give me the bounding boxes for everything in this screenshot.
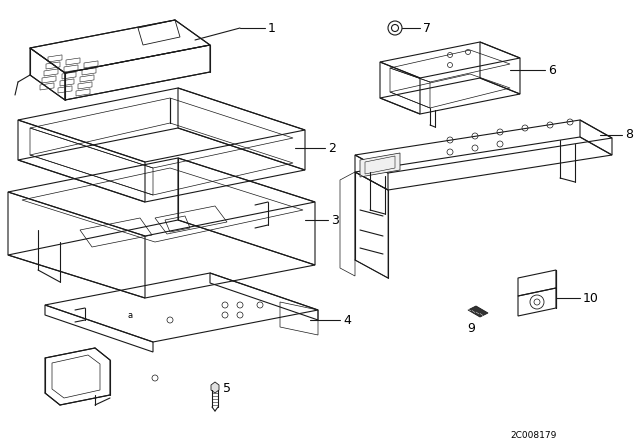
- Text: 2C008179: 2C008179: [510, 431, 556, 440]
- Polygon shape: [468, 306, 488, 317]
- Text: 2: 2: [328, 142, 336, 155]
- Text: 3: 3: [331, 214, 339, 227]
- Text: 10: 10: [583, 292, 599, 305]
- Text: 5: 5: [223, 382, 231, 395]
- Text: 7: 7: [423, 22, 431, 34]
- Text: 1: 1: [268, 22, 276, 34]
- Polygon shape: [360, 153, 400, 177]
- Text: 9: 9: [467, 322, 475, 335]
- Text: 4: 4: [343, 314, 351, 327]
- Text: a: a: [127, 310, 132, 319]
- Text: 8: 8: [625, 129, 633, 142]
- Polygon shape: [211, 382, 219, 393]
- Text: 6: 6: [548, 64, 556, 77]
